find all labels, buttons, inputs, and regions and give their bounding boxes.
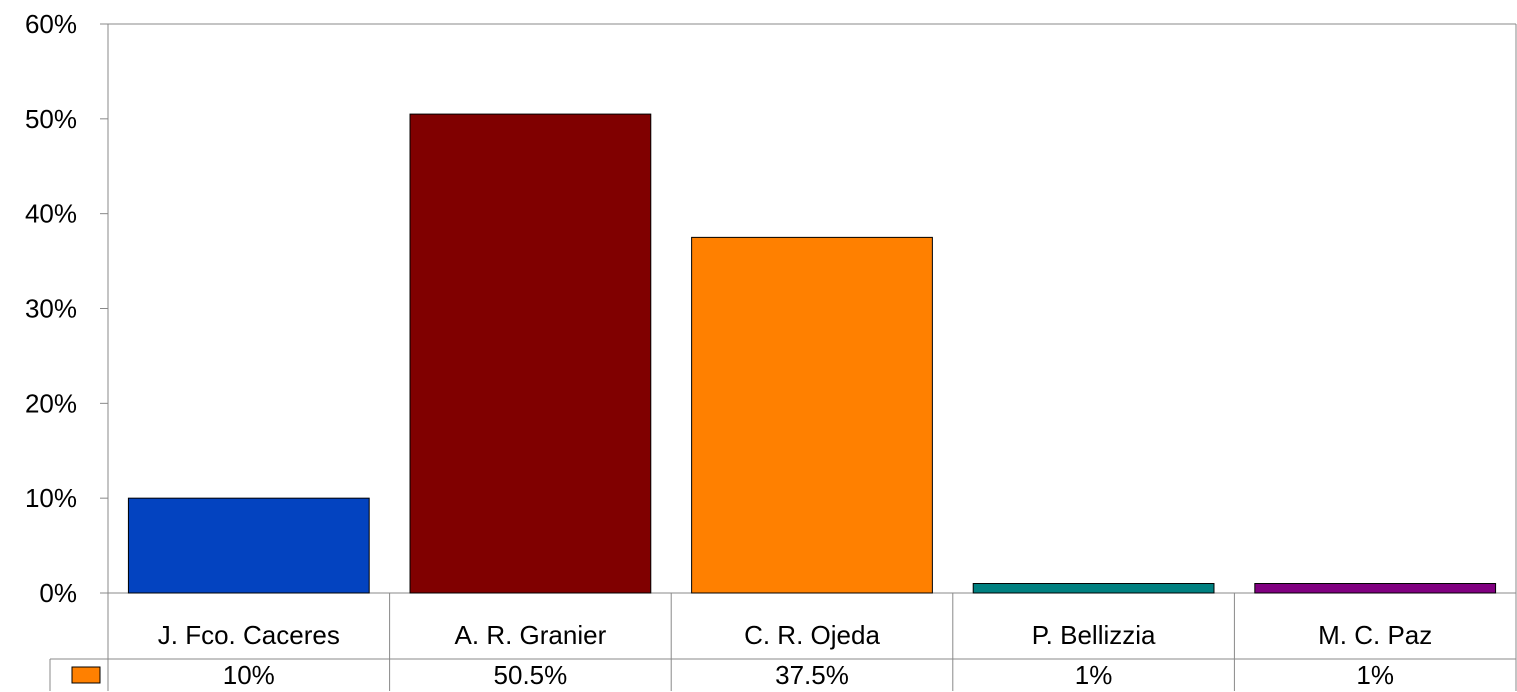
y-tick-label: 50% bbox=[25, 104, 77, 134]
bar bbox=[127, 497, 370, 594]
category-label: M. C. Paz bbox=[1318, 620, 1432, 650]
value-label: 1% bbox=[1356, 660, 1394, 690]
y-axis-ticks: 0% 10% 20% 30% 40% 50% 60% bbox=[25, 9, 108, 608]
y-tick-label: 10% bbox=[25, 483, 77, 513]
value-label: 50.5% bbox=[494, 660, 568, 690]
y-tick-label: 30% bbox=[25, 294, 77, 324]
value-label: 10% bbox=[223, 660, 275, 690]
legend-swatch bbox=[71, 666, 101, 684]
data-table: J. Fco. Caceres 10% A. R. Granier 50.5% C. R… bbox=[49, 593, 1517, 691]
bar bbox=[409, 113, 652, 594]
bar bbox=[972, 583, 1215, 594]
y-tick-label: 20% bbox=[25, 388, 77, 418]
category-label: J. Fco. Caceres bbox=[158, 620, 340, 650]
bar bbox=[691, 236, 933, 594]
bar bbox=[1254, 583, 1497, 594]
value-label: 1% bbox=[1075, 660, 1113, 690]
category-label: A. R. Granier bbox=[455, 620, 607, 650]
value-label: 37.5% bbox=[775, 660, 849, 690]
category-label: P. Bellizzia bbox=[1032, 620, 1156, 650]
y-tick-label: 0% bbox=[39, 578, 77, 608]
y-tick-label: 60% bbox=[25, 9, 77, 39]
category-label: C. R. Ojeda bbox=[744, 620, 880, 650]
y-tick-label: 40% bbox=[25, 199, 77, 229]
bars bbox=[127, 113, 1497, 594]
